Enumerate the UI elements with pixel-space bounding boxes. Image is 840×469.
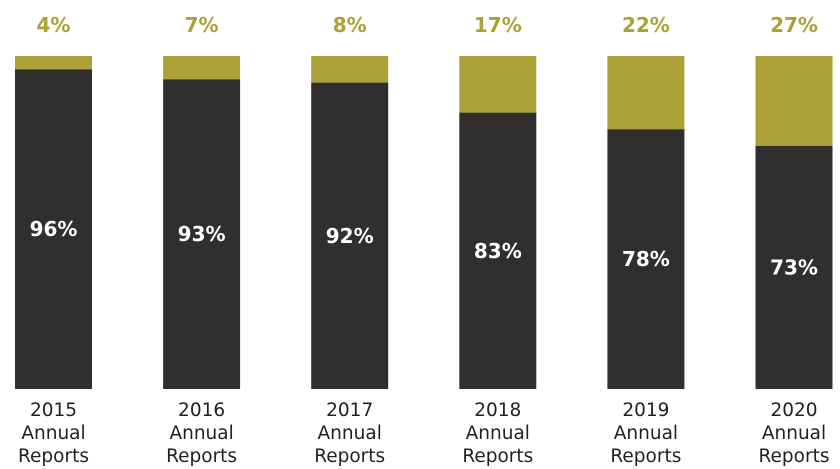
bar-segment-bottom — [755, 145, 833, 389]
category-label: 2015 Annual Reports — [0, 399, 114, 468]
bar-value-label-bottom: 96% — [30, 217, 78, 241]
category-label: 2017 Annual Reports — [290, 399, 410, 468]
bar-value-label-top: 8% — [333, 13, 367, 37]
bar-segment-bottom — [607, 129, 685, 389]
category-label-line: Annual — [21, 423, 86, 444]
category-label: 2019 Annual Reports — [586, 399, 706, 468]
category-label-line: Reports — [166, 446, 238, 467]
bar-segment-top — [311, 56, 389, 83]
bar-value-label-bottom: 83% — [474, 239, 522, 263]
category-label-line: Reports — [314, 446, 386, 467]
category-label-line: 2019 — [622, 400, 670, 421]
category-label-line: Reports — [18, 446, 89, 467]
category-label-line: Annual — [465, 423, 530, 444]
category-label: 2016 Annual Reports — [142, 399, 262, 468]
bar-value-label-bottom: 93% — [178, 222, 226, 246]
bar-segment-bottom — [459, 112, 537, 390]
bar-value-label-top: 7% — [185, 13, 219, 37]
bar-value-label-bottom: 78% — [622, 247, 670, 271]
bar-value-label-top: 27% — [770, 13, 818, 37]
bar-value-label-top: 17% — [474, 13, 522, 37]
category-label: 2018 Annual Reports — [438, 399, 558, 468]
category-label-line: 2016 — [178, 400, 226, 421]
category-label-line: 2017 — [326, 400, 374, 421]
category-label-line: Annual — [613, 423, 679, 444]
category-label-line: 2018 — [474, 400, 522, 421]
bar-value-label-top: 4% — [37, 13, 71, 37]
category-label-line: Annual — [761, 423, 827, 444]
bar-value-label-top: 22% — [622, 13, 670, 37]
bar-value-label-bottom: 73% — [770, 255, 818, 279]
bar-segment-bottom — [311, 82, 389, 389]
bar-segment-bottom — [15, 69, 92, 389]
bar-segment-top — [755, 56, 833, 146]
category-label-line: 2020 — [770, 400, 818, 421]
bar-segment-top — [459, 56, 537, 113]
bar-segment-bottom — [163, 79, 241, 389]
bar-segment-top — [15, 56, 92, 70]
category-label-line: Annual — [169, 423, 234, 444]
category-label-line: 2015 — [29, 400, 78, 421]
category-label-line: Reports — [758, 446, 830, 467]
bar-value-label-bottom: 92% — [326, 224, 374, 248]
category-label-line: Annual — [317, 423, 382, 444]
category-label-line: Reports — [610, 446, 682, 467]
category-label: 2020 Annual Reports — [734, 399, 840, 468]
category-label-line: Reports — [462, 446, 534, 467]
bar-segment-top — [607, 56, 685, 130]
bar-segment-top — [163, 56, 241, 80]
